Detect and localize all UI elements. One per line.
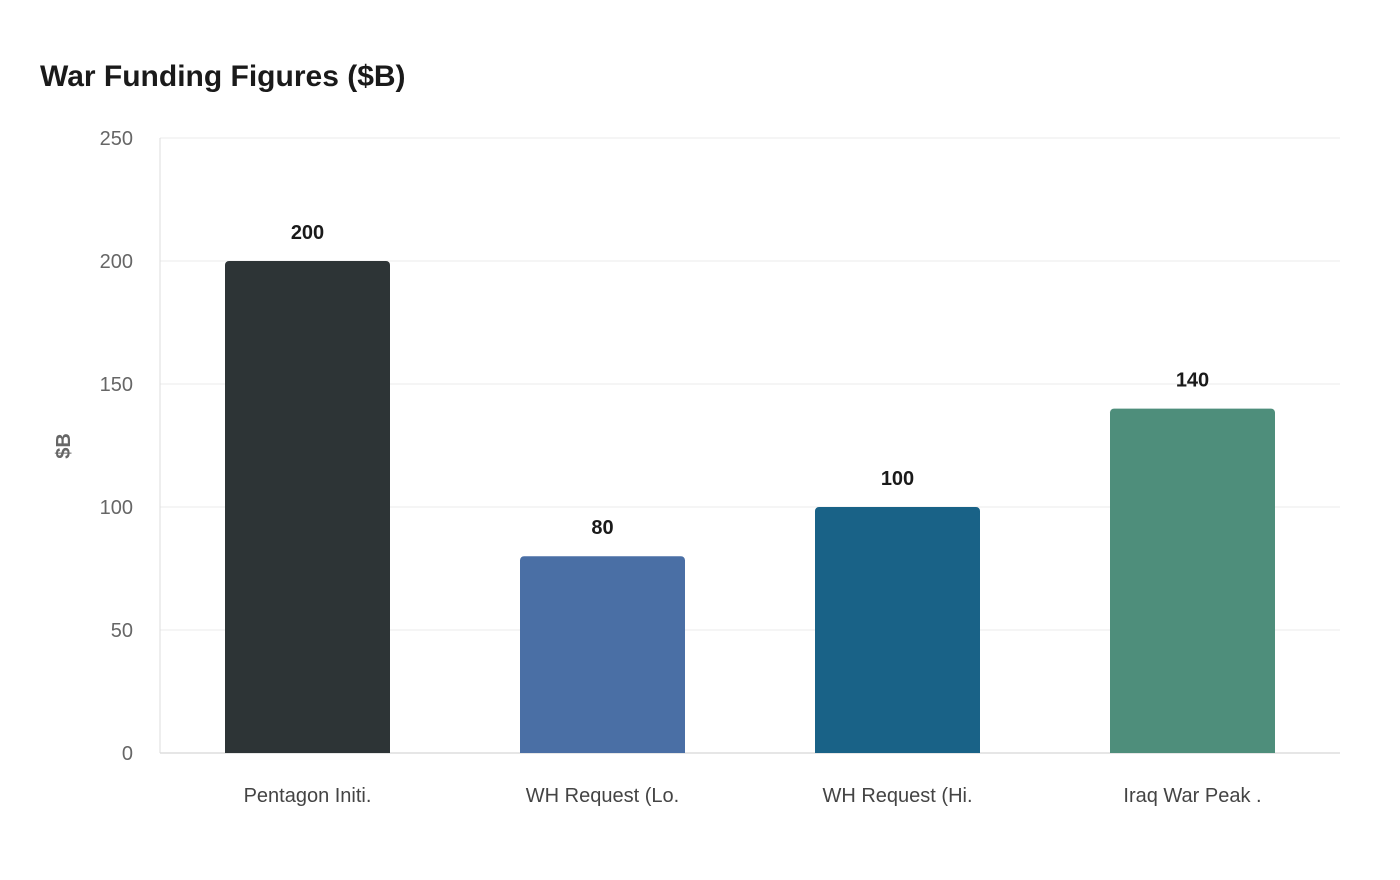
y-tick-label: 250 <box>100 128 133 150</box>
bar-base <box>1110 749 1275 753</box>
y-axis-label: $B <box>53 433 75 459</box>
bar-base <box>520 749 685 753</box>
x-tick-label: WH Request (Lo. <box>526 785 679 807</box>
y-tick-label: 50 <box>111 620 133 642</box>
data-label: 200 <box>291 222 324 244</box>
y-tick-label: 100 <box>100 497 133 519</box>
x-tick-label: Pentagon Initi. <box>244 785 372 807</box>
bar <box>1110 408 1275 753</box>
data-label: 80 <box>591 517 613 539</box>
data-label: 100 <box>881 468 914 490</box>
bar <box>520 556 685 753</box>
y-tick-label: 150 <box>100 374 133 396</box>
bar <box>815 507 980 753</box>
bar-base <box>815 749 980 753</box>
y-tick-label: 0 <box>122 743 133 765</box>
x-tick-label: Iraq War Peak . <box>1123 785 1261 807</box>
y-tick-label: 200 <box>100 251 133 273</box>
x-tick-label: WH Request (Hi. <box>822 785 972 807</box>
chart-title: War Funding Figures ($B) <box>40 60 406 93</box>
bar-base <box>225 749 390 753</box>
data-label: 140 <box>1176 370 1209 392</box>
bar <box>225 261 390 753</box>
